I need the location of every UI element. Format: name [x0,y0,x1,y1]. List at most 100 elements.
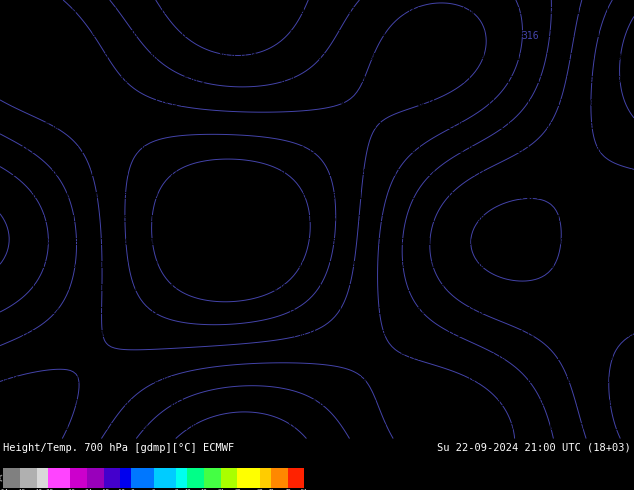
Text: 14: 14 [347,169,356,177]
Text: 9: 9 [32,7,37,16]
Text: 9: 9 [231,53,235,62]
Text: 12: 12 [198,169,208,177]
Text: 13: 13 [377,261,386,270]
Text: 14: 14 [476,30,485,39]
Text: 10: 10 [218,284,228,293]
Text: 9: 9 [42,376,47,385]
Text: 11: 11 [89,399,99,409]
Text: 10: 10 [238,169,247,177]
Text: 16: 16 [288,261,297,270]
Text: 11: 11 [545,99,554,108]
Text: 14: 14 [347,146,356,154]
Text: 10: 10 [605,169,614,177]
Text: 10: 10 [595,422,604,432]
Text: 10: 10 [248,399,257,409]
Text: 15: 15 [327,261,337,270]
Text: 11: 11 [565,30,574,39]
Text: 11: 11 [109,376,119,385]
Text: 11: 11 [248,122,257,131]
Text: 13: 13 [466,376,475,385]
Text: 14: 14 [377,53,386,62]
Text: 11: 11 [188,146,198,154]
Text: 16: 16 [307,238,316,247]
Text: 10: 10 [545,422,554,432]
Text: 14: 14 [50,122,59,131]
Text: 10: 10 [555,307,564,316]
Text: 10: 10 [377,422,386,432]
Text: 10: 10 [188,353,198,362]
Text: 11: 11 [605,261,614,270]
Text: 13: 13 [417,353,425,362]
Text: 9: 9 [92,53,96,62]
Text: 12: 12 [159,76,168,85]
Text: 13: 13 [466,122,475,131]
Text: 10: 10 [109,353,119,362]
Text: 10: 10 [515,215,525,224]
Text: 10: 10 [100,53,108,62]
Text: 11: 11 [526,146,534,154]
Text: 12: 12 [228,122,237,131]
Text: 14: 14 [436,7,446,16]
Text: 10: 10 [535,284,545,293]
Text: 13: 13 [446,122,455,131]
Text: 14: 14 [89,169,99,177]
Text: 14: 14 [347,307,356,316]
Text: 13: 13 [466,399,475,409]
Text: 14: 14 [357,99,366,108]
Text: 15: 15 [119,215,129,224]
Text: 10: 10 [218,238,228,247]
Text: 11: 11 [565,330,574,339]
Text: 10: 10 [605,353,614,362]
Text: 14: 14 [436,99,446,108]
Text: 11: 11 [248,30,257,39]
Text: 10: 10 [209,330,217,339]
Text: 12: 12 [70,353,79,362]
Text: 11: 11 [139,330,148,339]
Text: 15: 15 [30,146,39,154]
Text: 13: 13 [50,238,59,247]
Text: 11: 11 [426,238,436,247]
Text: 11: 11 [209,99,217,108]
Text: 14: 14 [456,30,465,39]
Text: 10: 10 [486,215,495,224]
Text: 10: 10 [238,215,247,224]
Text: 12: 12 [20,284,29,293]
Text: 13: 13 [417,146,425,154]
Text: 14: 14 [486,53,495,62]
Text: 14: 14 [426,7,436,16]
Text: 14: 14 [387,30,396,39]
Text: 11: 11 [89,330,99,339]
Text: 12: 12 [288,399,297,409]
Text: 11: 11 [129,376,138,385]
Text: 10: 10 [139,7,148,16]
Text: 10: 10 [585,330,594,339]
Text: 14: 14 [357,215,366,224]
Text: 13: 13 [417,376,425,385]
Text: 9: 9 [92,30,96,39]
Text: 10: 10 [585,53,594,62]
Text: 12: 12 [545,7,554,16]
Text: 10: 10 [119,422,129,432]
Text: 14: 14 [10,192,20,201]
Text: 12: 12 [505,353,515,362]
Text: 11: 11 [466,169,475,177]
Text: 10: 10 [119,399,129,409]
Text: 10: 10 [555,284,564,293]
Text: 13: 13 [288,353,297,362]
Text: 9: 9 [270,76,275,85]
Text: 11: 11 [10,330,20,339]
Text: 10: 10 [585,261,594,270]
Text: 12: 12 [50,330,59,339]
Text: 10: 10 [40,53,49,62]
Text: 10: 10 [228,376,237,385]
Text: 12: 12 [515,353,525,362]
Text: 9: 9 [22,7,27,16]
Text: 13: 13 [417,330,425,339]
Text: 14: 14 [406,76,416,85]
Text: 13: 13 [367,7,376,16]
Text: 12: 12 [446,330,455,339]
Text: 14: 14 [417,30,425,39]
Text: 12: 12 [456,330,465,339]
Text: 12: 12 [545,399,554,409]
Text: 14: 14 [357,122,366,131]
